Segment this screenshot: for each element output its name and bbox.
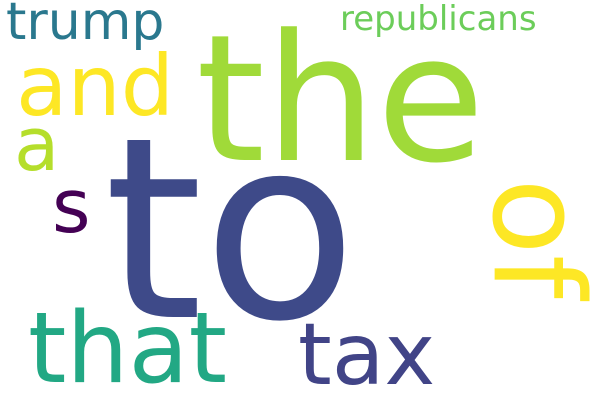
word-that: that bbox=[28, 292, 228, 400]
word-the: the bbox=[196, 0, 485, 202]
word-a: a bbox=[14, 102, 60, 188]
word-of: of bbox=[464, 178, 600, 299]
word-republicans: republicans bbox=[340, 0, 537, 39]
word-and: and bbox=[16, 37, 175, 135]
word-trump: trump bbox=[6, 0, 165, 52]
word-s: s bbox=[52, 164, 91, 250]
word-tax: tax bbox=[298, 305, 436, 400]
word-to: to bbox=[104, 84, 357, 377]
